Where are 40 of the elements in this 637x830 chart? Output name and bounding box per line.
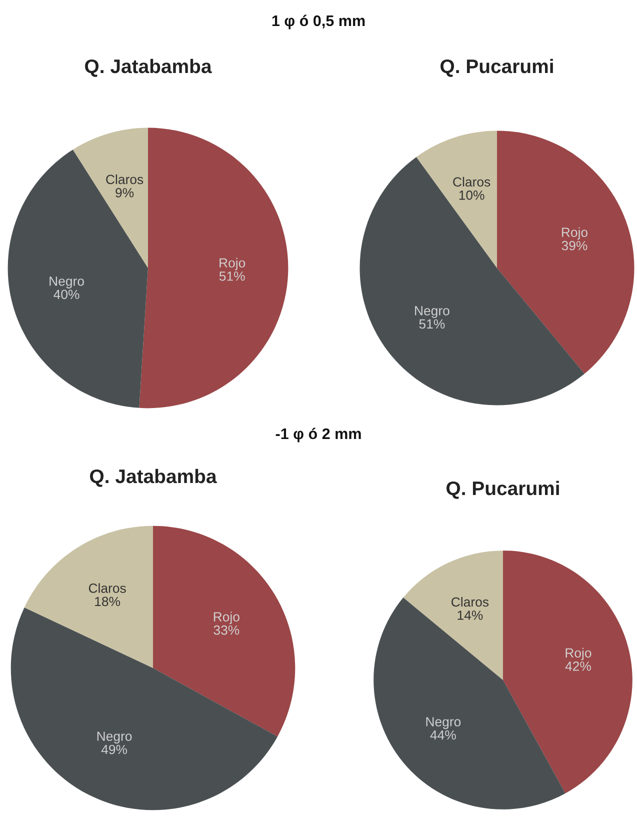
- slice-label: Rojo: [220, 258, 246, 270]
- pie-slice: [72, 128, 148, 268]
- slice-label: Negro: [50, 276, 84, 288]
- slice-label: Rojo: [566, 648, 592, 660]
- pie-slice: [8, 150, 148, 408]
- pie-slice: [403, 550, 503, 680]
- pie-slice: [503, 550, 632, 794]
- data-label: 44%: [430, 730, 456, 740]
- pie-slice: [416, 130, 497, 268]
- data-label: 51%: [419, 319, 445, 329]
- data-label: 42%: [565, 662, 591, 671]
- data-label: 14%: [458, 610, 483, 620]
- pie-slice: [497, 130, 634, 374]
- data-label: 10%: [459, 190, 484, 200]
- data-label: 40%: [54, 290, 80, 300]
- data-label: 18%: [95, 596, 120, 606]
- pie-slice: [24, 526, 153, 668]
- slice-label: Claros: [453, 176, 490, 187]
- pie-slice: [153, 526, 296, 736]
- slice-label: Claros: [452, 596, 489, 607]
- data-label: 33%: [214, 625, 240, 635]
- slice-label: Claros: [106, 174, 144, 184]
- data-label: 9%: [116, 188, 134, 198]
- chart-title: Q. Jatabamba: [90, 468, 217, 487]
- chart-title: Q. Pucarumi: [446, 480, 559, 499]
- slice-label: Negro: [426, 717, 461, 730]
- data-label: 51%: [219, 272, 245, 281]
- pie-slice: [10, 607, 278, 810]
- slice-label: Negro: [415, 306, 450, 318]
- data-label: 49%: [101, 744, 128, 754]
- text: -1 φ ó 2 mm: [276, 428, 361, 442]
- slice-label: Claros: [88, 583, 126, 593]
- chart-title: Q. Pucarumi: [440, 58, 553, 77]
- data-label: 39%: [562, 240, 588, 250]
- slice-label: Rojo: [562, 227, 588, 240]
- pie-slice: [374, 598, 566, 810]
- slice-label: Rojo: [214, 612, 240, 624]
- text: 1 φ ó 0,5 mm: [272, 14, 365, 30]
- slice-label: Negro: [97, 732, 132, 744]
- chart-title: Q. Jatabamba: [85, 58, 212, 77]
